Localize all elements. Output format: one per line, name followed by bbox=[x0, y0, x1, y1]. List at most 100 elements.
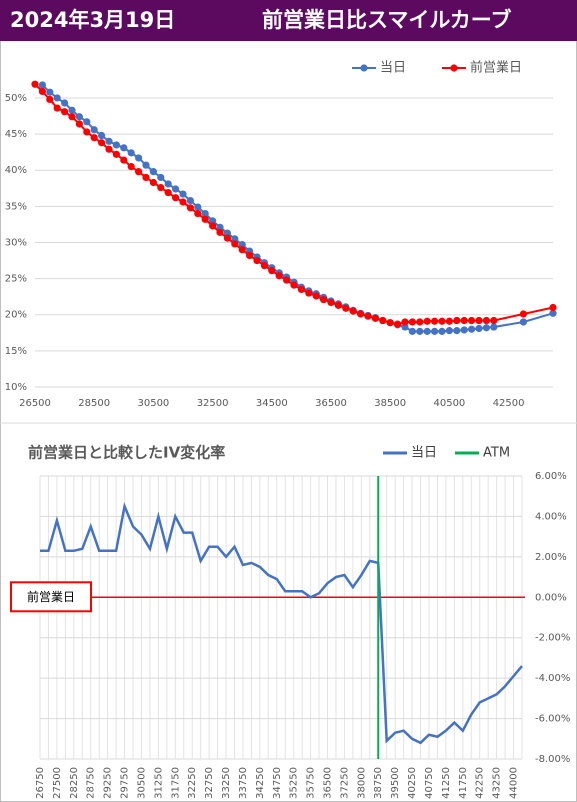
marker bbox=[46, 88, 54, 96]
x-tick-label: 33250 bbox=[221, 767, 232, 799]
marker bbox=[105, 137, 113, 145]
marker bbox=[468, 325, 476, 333]
marker bbox=[468, 316, 476, 325]
header-bar bbox=[0, 0, 577, 41]
marker bbox=[549, 303, 557, 312]
x-tick-label: 44000 bbox=[509, 767, 520, 799]
x-tick-label: 41250 bbox=[441, 767, 452, 799]
y-tick-label: 20% bbox=[5, 310, 27, 321]
marker bbox=[68, 106, 76, 114]
marker bbox=[305, 289, 313, 297]
marker bbox=[201, 209, 209, 218]
marker bbox=[371, 314, 379, 322]
marker bbox=[438, 327, 446, 335]
x-tick-label: 27500 bbox=[52, 767, 63, 799]
reference-label: 前営業日 bbox=[27, 589, 75, 604]
y-tick-label: 45% bbox=[5, 129, 27, 140]
x-tick-label: 30500 bbox=[137, 398, 169, 409]
marker bbox=[75, 120, 83, 128]
marker bbox=[194, 209, 202, 218]
marker bbox=[275, 272, 283, 280]
x-tick-label: 38750 bbox=[373, 767, 384, 799]
y-tick-label: 30% bbox=[5, 237, 27, 248]
marker bbox=[90, 126, 98, 134]
marker bbox=[342, 304, 350, 312]
x-tick-label: 40500 bbox=[433, 398, 465, 409]
x-tick-label: 42500 bbox=[493, 398, 525, 409]
marker bbox=[149, 178, 157, 187]
x-tick-label: 29750 bbox=[120, 767, 131, 799]
y-tick-label: -8.00% bbox=[535, 754, 570, 765]
marker bbox=[283, 276, 291, 284]
marker bbox=[334, 301, 342, 309]
marker bbox=[394, 320, 402, 328]
marker bbox=[260, 262, 268, 270]
marker bbox=[38, 81, 47, 89]
series-line bbox=[41, 84, 554, 333]
marker bbox=[423, 327, 431, 335]
marker bbox=[157, 183, 165, 192]
header-title: 前営業日比スマイルカーブ bbox=[262, 8, 511, 32]
marker bbox=[431, 327, 439, 335]
marker bbox=[112, 141, 120, 149]
marker bbox=[135, 154, 143, 162]
marker bbox=[519, 318, 528, 326]
marker bbox=[142, 173, 150, 182]
iv-change-chart: 前営業日と比較したIV変化率 6.00% 4.00% 2.00% 0.00% -2.00%… bbox=[10, 444, 570, 799]
marker bbox=[172, 194, 180, 202]
marker bbox=[90, 134, 98, 142]
legend-marker bbox=[360, 64, 368, 72]
x-tick-label: 28500 bbox=[78, 398, 110, 409]
marker bbox=[120, 144, 128, 152]
legend-label: 当日 bbox=[411, 446, 437, 461]
marker bbox=[431, 317, 439, 325]
x-tick-label: 28750 bbox=[86, 767, 97, 799]
x-tick-label: 40250 bbox=[407, 767, 418, 799]
marker bbox=[401, 318, 409, 326]
marker bbox=[61, 99, 69, 107]
x-tick-label: 34500 bbox=[256, 398, 288, 409]
x-tick-label: 42250 bbox=[475, 767, 486, 799]
marker bbox=[482, 316, 490, 325]
marker bbox=[157, 173, 165, 182]
y-tick-label: 6.00% bbox=[535, 471, 567, 482]
marker bbox=[83, 128, 91, 136]
marker bbox=[31, 80, 39, 88]
marker bbox=[364, 312, 372, 320]
marker bbox=[327, 298, 335, 307]
marker bbox=[223, 234, 231, 242]
marker bbox=[127, 149, 135, 157]
marker bbox=[549, 309, 557, 317]
marker bbox=[142, 161, 150, 169]
marker bbox=[186, 196, 194, 205]
marker bbox=[490, 316, 498, 325]
y-tick-label: 40% bbox=[5, 165, 27, 176]
marker bbox=[194, 203, 202, 211]
y-tick-label: 4.00% bbox=[535, 511, 567, 522]
marker bbox=[408, 318, 416, 326]
marker bbox=[386, 319, 394, 327]
x-tick-label: 33750 bbox=[238, 767, 249, 799]
marker bbox=[379, 316, 387, 325]
y-tick-label: -4.00% bbox=[535, 673, 570, 684]
y-tick-label: 25% bbox=[5, 274, 27, 285]
x-tick-label: 35750 bbox=[306, 767, 317, 799]
y-tick-label: -2.00% bbox=[535, 633, 570, 644]
marker bbox=[209, 217, 217, 225]
marker bbox=[475, 324, 483, 333]
marker bbox=[519, 310, 528, 318]
marker bbox=[320, 295, 328, 304]
marker bbox=[490, 323, 498, 331]
x-tick-label: 39500 bbox=[390, 767, 401, 799]
marker bbox=[297, 285, 305, 294]
x-tick-label: 43250 bbox=[492, 767, 503, 799]
legend-marker bbox=[450, 64, 458, 72]
marker bbox=[238, 241, 246, 249]
marker bbox=[401, 323, 409, 331]
x-tick-label: 36500 bbox=[315, 398, 347, 409]
marker bbox=[98, 139, 106, 147]
x-tick-label: 36500 bbox=[323, 767, 334, 799]
y-tick-label: 15% bbox=[5, 346, 27, 357]
x-tick-label: 31750 bbox=[170, 767, 181, 799]
x-tick-label: 34750 bbox=[272, 767, 283, 799]
